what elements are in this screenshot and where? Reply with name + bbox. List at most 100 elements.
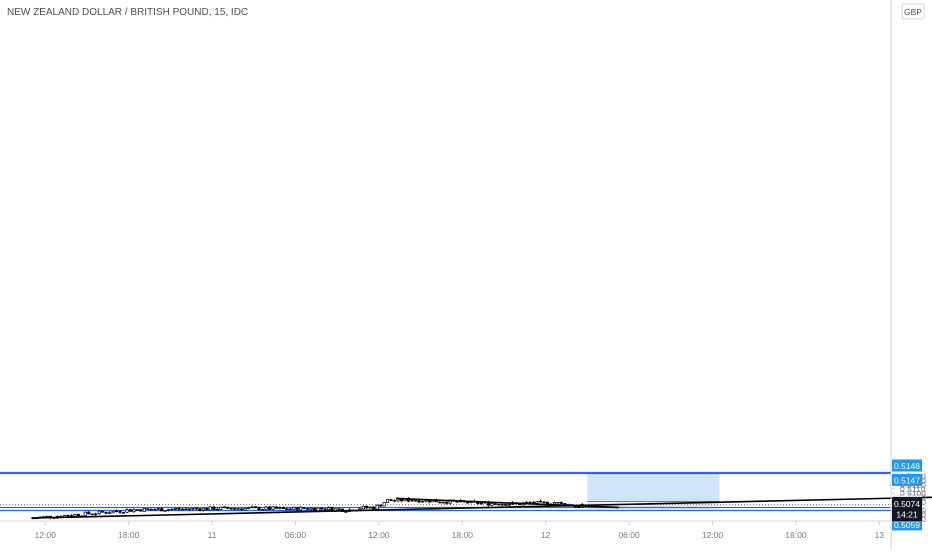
candle-body (247, 507, 251, 509)
time-tick-label: 12:00 (35, 530, 57, 540)
candle-body (375, 504, 379, 510)
candle-body (184, 508, 188, 511)
candle-body (73, 513, 77, 517)
candle-body (299, 506, 303, 511)
line-label-lower: 0.5147 (892, 473, 922, 486)
candle-body (288, 508, 292, 511)
candle-body (226, 506, 230, 509)
candle-body (372, 506, 376, 510)
candle-body (111, 510, 115, 514)
candle-body (361, 505, 365, 510)
candle-body (187, 508, 192, 510)
time-axis[interactable]: 12:00 18:00 11 06:00 12:00 18:00 12 06:00 12:00 1… (35, 521, 885, 540)
price-tick-label: 0.5100 (900, 488, 926, 498)
candle-body (556, 502, 560, 504)
candle-body (191, 507, 195, 510)
candle-body (326, 507, 331, 511)
candle-body (194, 507, 199, 510)
candle-body (292, 506, 296, 510)
candle-body (323, 508, 327, 511)
candle-body (302, 507, 306, 509)
currency-button[interactable]: GBP (901, 3, 925, 20)
candle-body (222, 506, 226, 509)
candle-body (278, 507, 282, 509)
candle-body (76, 513, 80, 517)
candle-body (146, 508, 150, 510)
candle-body (410, 500, 414, 502)
candle-body (264, 506, 268, 510)
last-price-bg (892, 497, 922, 522)
candle-body (229, 508, 233, 510)
time-tick-label: 18:00 (785, 530, 807, 540)
candle-body (87, 511, 91, 515)
candle-body (274, 506, 278, 509)
candle-body (121, 512, 126, 514)
time-tick-label: 12:00 (368, 530, 390, 540)
time-tick-label: 13 (875, 530, 885, 540)
candle-body (135, 509, 139, 511)
candle-body (379, 504, 383, 507)
stop-zone (587, 501, 720, 511)
line-label-base: 0.5059 (892, 518, 922, 531)
candle-body (306, 508, 310, 510)
candle-body (114, 510, 119, 513)
candle-body (392, 500, 397, 502)
candle-body (198, 508, 202, 511)
candle-body (205, 508, 209, 511)
candle-body (417, 500, 421, 503)
candle-body (167, 509, 171, 511)
candle-body (160, 508, 164, 512)
candle-body (313, 507, 317, 511)
trendline-falling (396, 497, 619, 509)
candle-body (243, 507, 247, 511)
candle-body (420, 500, 424, 503)
candle-body (177, 508, 181, 510)
last-price-text: 0.5074 (894, 499, 920, 509)
line-label-lower-bg (892, 473, 922, 486)
candle-body (257, 507, 261, 511)
candle-body (445, 501, 449, 504)
candle-body (101, 510, 105, 513)
candle-body (500, 503, 504, 506)
time-tick-label: 11 (208, 530, 217, 540)
candle-body (542, 501, 546, 503)
candle-body (538, 500, 543, 503)
trendlines (31, 496, 932, 519)
candle-body (149, 508, 153, 511)
candle-body (309, 507, 313, 510)
candle-body (497, 503, 501, 506)
candle-body (219, 506, 223, 510)
candle-body (528, 501, 532, 504)
line-label-base-bg (892, 518, 922, 531)
candle-body (344, 511, 348, 513)
candle-body (577, 506, 581, 509)
countdown-text: 14:21 (896, 510, 918, 520)
candle-body (281, 507, 285, 509)
candle-body (201, 507, 205, 511)
candle-body (337, 508, 341, 510)
candle-body (253, 506, 258, 508)
candle-body (438, 501, 442, 504)
candle-body (236, 508, 240, 510)
candle-body (104, 511, 108, 514)
candle-body (559, 501, 563, 504)
candle-body (389, 499, 393, 502)
candle-body (295, 507, 299, 511)
position-zones (587, 472, 720, 511)
time-tick-label: 06:00 (618, 530, 640, 540)
candle-body (271, 506, 275, 510)
line-label-lower-text: 0.5147 (894, 475, 920, 485)
chart-title: NEW ZEALAND DOLLAR / BRITISH POUND, 15, … (7, 7, 248, 18)
time-tick-label: 18:00 (118, 530, 140, 540)
price-tick-label: 0.5110 (900, 484, 926, 494)
candle-body (493, 503, 497, 505)
candle-body (69, 515, 73, 517)
candle-body (132, 509, 136, 512)
currency-button-label: GBP (904, 7, 922, 17)
candle-body (552, 502, 556, 505)
candle-body (90, 513, 94, 516)
candle-body (413, 500, 417, 502)
